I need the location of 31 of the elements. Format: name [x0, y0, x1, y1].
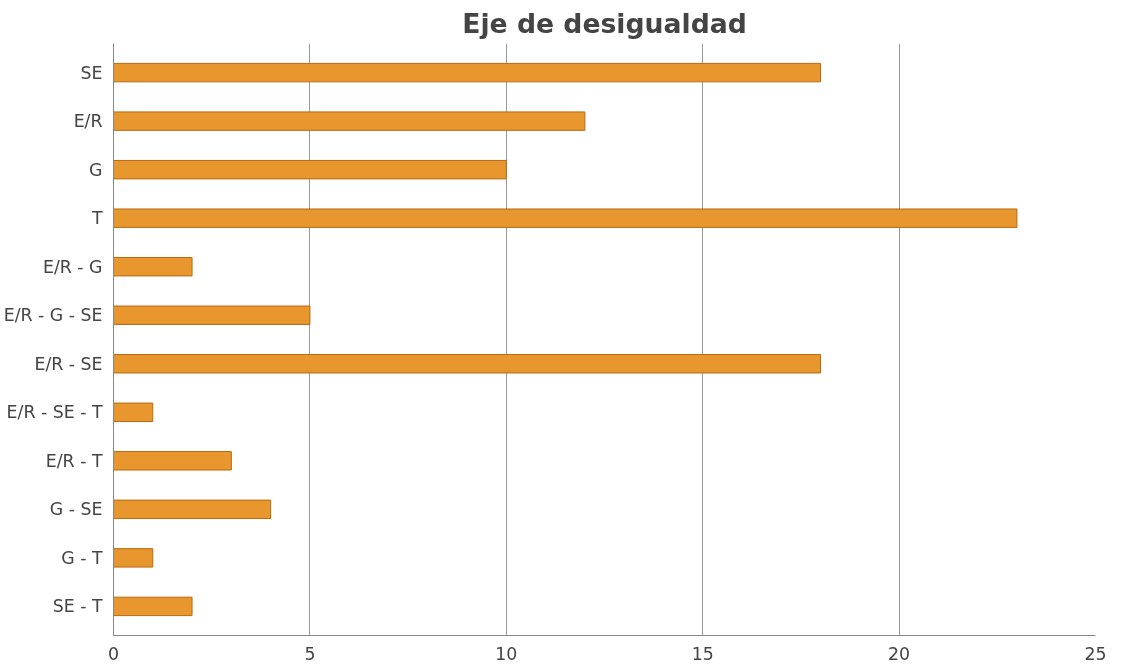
y-tick-label: E/R - G - SE — [3, 305, 103, 326]
bar — [113, 111, 586, 131]
x-tick-label: 5 — [304, 643, 316, 664]
y-tick-label: G - SE — [49, 499, 103, 520]
y-tick-label: E/R - G — [42, 256, 103, 277]
y-tick-label: E/R — [73, 111, 103, 132]
bar — [113, 596, 193, 617]
y-tick-label: E/R - T — [45, 450, 103, 471]
bar — [113, 402, 154, 423]
bar — [113, 354, 822, 374]
x-tick-label: 25 — [1084, 643, 1107, 664]
bar — [113, 208, 1018, 228]
bar — [113, 256, 193, 277]
bar — [113, 305, 311, 325]
x-tick-label: 0 — [107, 643, 120, 664]
y-tick-label: E/R - SE — [34, 353, 103, 374]
y-tick-label: G — [89, 159, 103, 180]
y-tick-label: G - T — [61, 547, 103, 568]
chart-title: Eje de desigualdad — [462, 7, 747, 39]
bar — [113, 451, 232, 471]
bar — [113, 548, 154, 568]
x-tick-label: 10 — [495, 643, 518, 664]
y-tick-label: T — [90, 208, 103, 229]
bar — [113, 62, 822, 83]
y-tick-label: E/R - SE - T — [6, 402, 103, 423]
x-tick-label: 15 — [691, 643, 714, 664]
bar — [113, 499, 272, 520]
x-tick-label: 20 — [888, 643, 911, 664]
y-tick-label: SE - T — [52, 596, 103, 617]
y-tick-label: SE — [80, 62, 103, 83]
bar — [113, 159, 507, 180]
